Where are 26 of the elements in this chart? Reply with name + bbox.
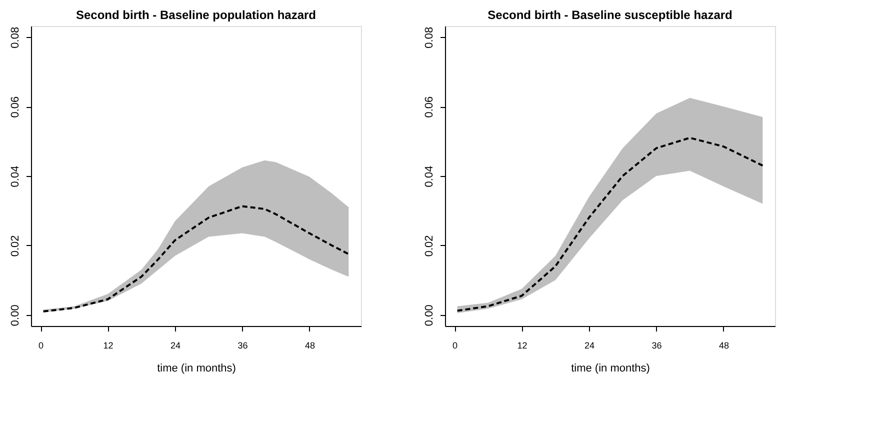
x-tick-label: 36 xyxy=(652,340,662,350)
y-tick-label: 0.08 xyxy=(10,26,22,48)
x-tick-label: 0 xyxy=(452,340,458,350)
y-tick-label: 0.08 xyxy=(424,26,436,48)
x-axis-title: time (in months) xyxy=(571,362,650,374)
y-tick-label: 0.06 xyxy=(10,96,22,118)
chart-title: Second birth - Baseline susceptible hazard xyxy=(488,8,732,22)
x-tick-label: 24 xyxy=(584,340,594,350)
x-tick-label: 24 xyxy=(170,340,180,350)
x-tick-label: 48 xyxy=(304,340,315,350)
x-tick-label: 12 xyxy=(103,340,114,350)
x-axis-title: time (in months) xyxy=(157,362,236,374)
y-tick-label: 0.04 xyxy=(10,166,22,188)
y-tick-label: 0.06 xyxy=(424,96,436,118)
x-tick-label: 0 xyxy=(38,340,44,350)
chart-title: Second birth - Baseline population hazard xyxy=(76,8,316,22)
y-tick-label: 0.04 xyxy=(424,166,436,188)
y-tick-label: 0.02 xyxy=(10,235,22,257)
y-tick-label: 0.00 xyxy=(10,304,22,326)
line-series xyxy=(42,205,350,312)
x-tick-label: 12 xyxy=(517,340,528,350)
x-tick-label: 48 xyxy=(718,340,729,350)
y-tick-label: 0.02 xyxy=(424,235,436,257)
line-series xyxy=(456,136,764,312)
x-tick-label: 36 xyxy=(238,340,248,350)
y-tick-label: 0.00 xyxy=(424,304,436,326)
